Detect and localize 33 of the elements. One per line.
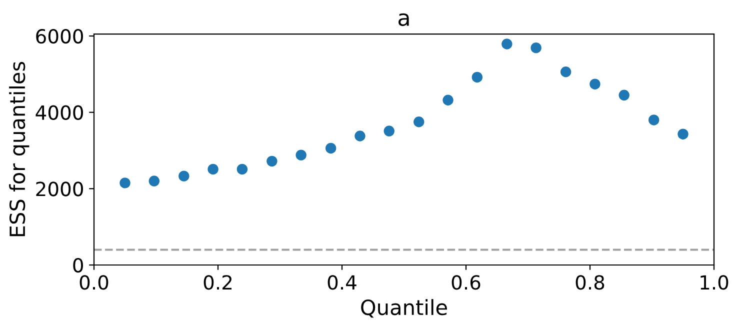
point (120, 178, 130, 188)
x-tick-label: 0.2 (204, 275, 232, 290)
point (296, 150, 306, 160)
x-tick-label: 0.0 (80, 275, 108, 290)
x-tick-label: 1.0 (700, 275, 728, 290)
point (325, 142, 336, 154)
point (472, 72, 483, 83)
point (414, 116, 424, 128)
x-tick-label: 0.8 (576, 275, 604, 290)
chart-title: a (398, 13, 409, 26)
x-tick-label: 0.4 (328, 275, 356, 290)
y-tick-label: 0 (73, 258, 83, 273)
point (618, 90, 630, 101)
x-tick-label: 0.6 (452, 275, 480, 290)
point (208, 164, 218, 175)
point (678, 128, 688, 140)
point (590, 78, 600, 90)
point (178, 170, 190, 182)
y-tick-label: 2000 (36, 182, 83, 196)
point (236, 164, 248, 175)
point (442, 94, 454, 106)
point (266, 156, 278, 167)
point (560, 66, 572, 78)
point (502, 38, 512, 50)
y-axis-title: ESS for quantiles (9, 62, 30, 236)
point (354, 130, 366, 142)
y-tick-label: 4000 (36, 105, 83, 120)
point (530, 42, 542, 54)
point (148, 176, 160, 186)
point (648, 114, 660, 126)
x-axis-title: Quantile (361, 299, 447, 318)
point (384, 126, 394, 136)
y-tick-label: 6000 (36, 28, 83, 44)
